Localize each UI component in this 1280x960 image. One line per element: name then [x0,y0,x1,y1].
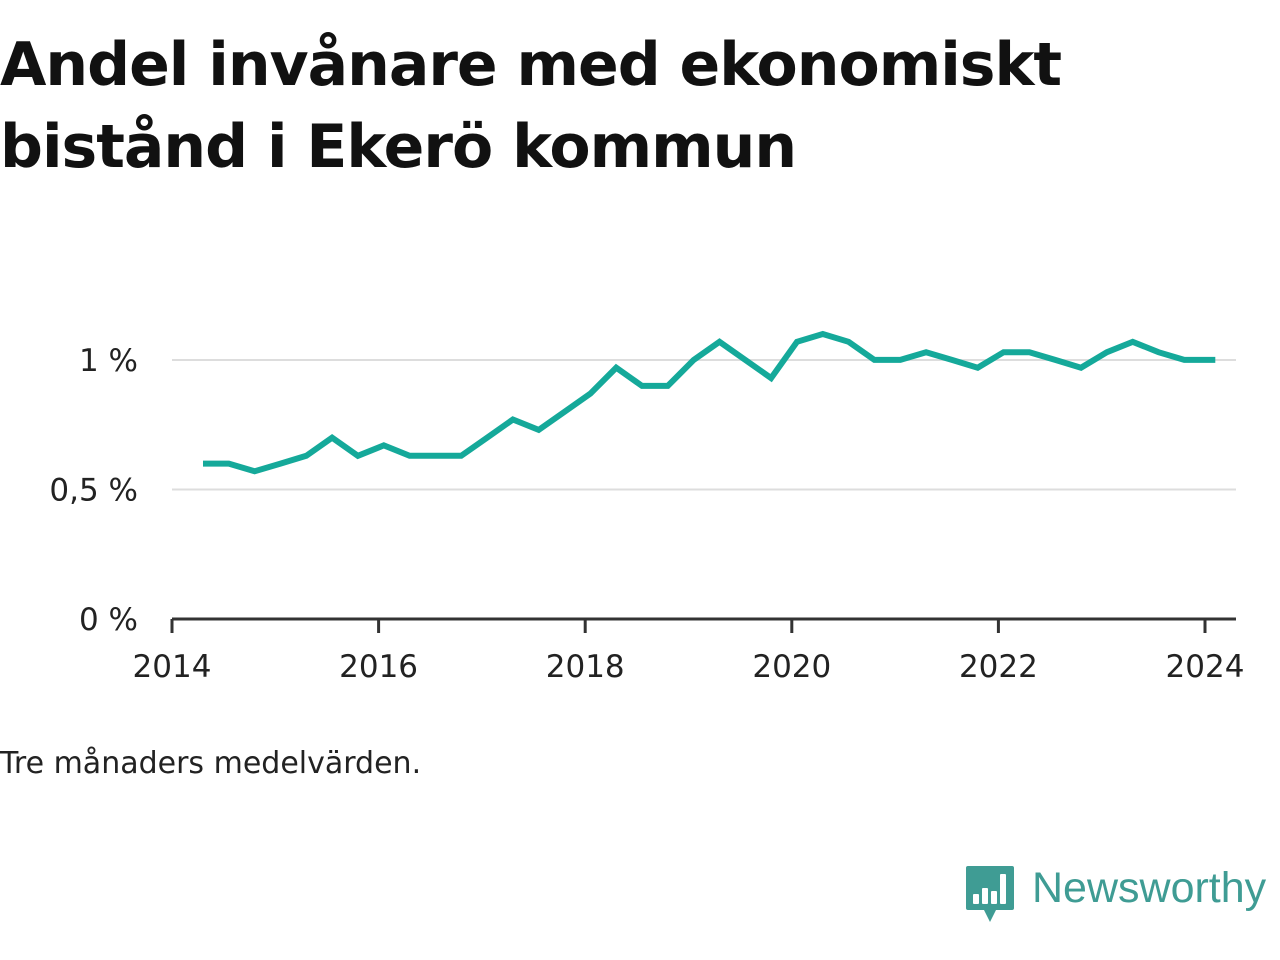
series-line [203,330,1216,475]
y-tick-label: 1 % [79,343,138,379]
brand-name: Newsworthy [1032,864,1267,912]
newsworthy-brand[interactable]: Newsworthy [964,864,1266,926]
chart-title: Andel invånare med ekonomiskt bistånd i … [0,30,1062,182]
chart-note: Tre månaders medelvärden. [0,746,422,781]
x-tick-label: 2016 [339,649,418,685]
newsworthy-logo-icon [966,866,1014,922]
y-tick-label: 0 % [79,602,138,638]
x-tick-label: 2024 [1166,649,1245,685]
x-tick-label: 2020 [752,649,831,685]
y-tick-label: 0,5 % [49,472,138,508]
x-tick-label: 2022 [959,649,1038,685]
x-tick-label: 2018 [546,649,625,685]
line-chart: 0 % 0,5 % 1 % 2014 2016 2018 2020 2022 2024 [49,330,1245,685]
x-tick-label: 2014 [133,649,212,685]
